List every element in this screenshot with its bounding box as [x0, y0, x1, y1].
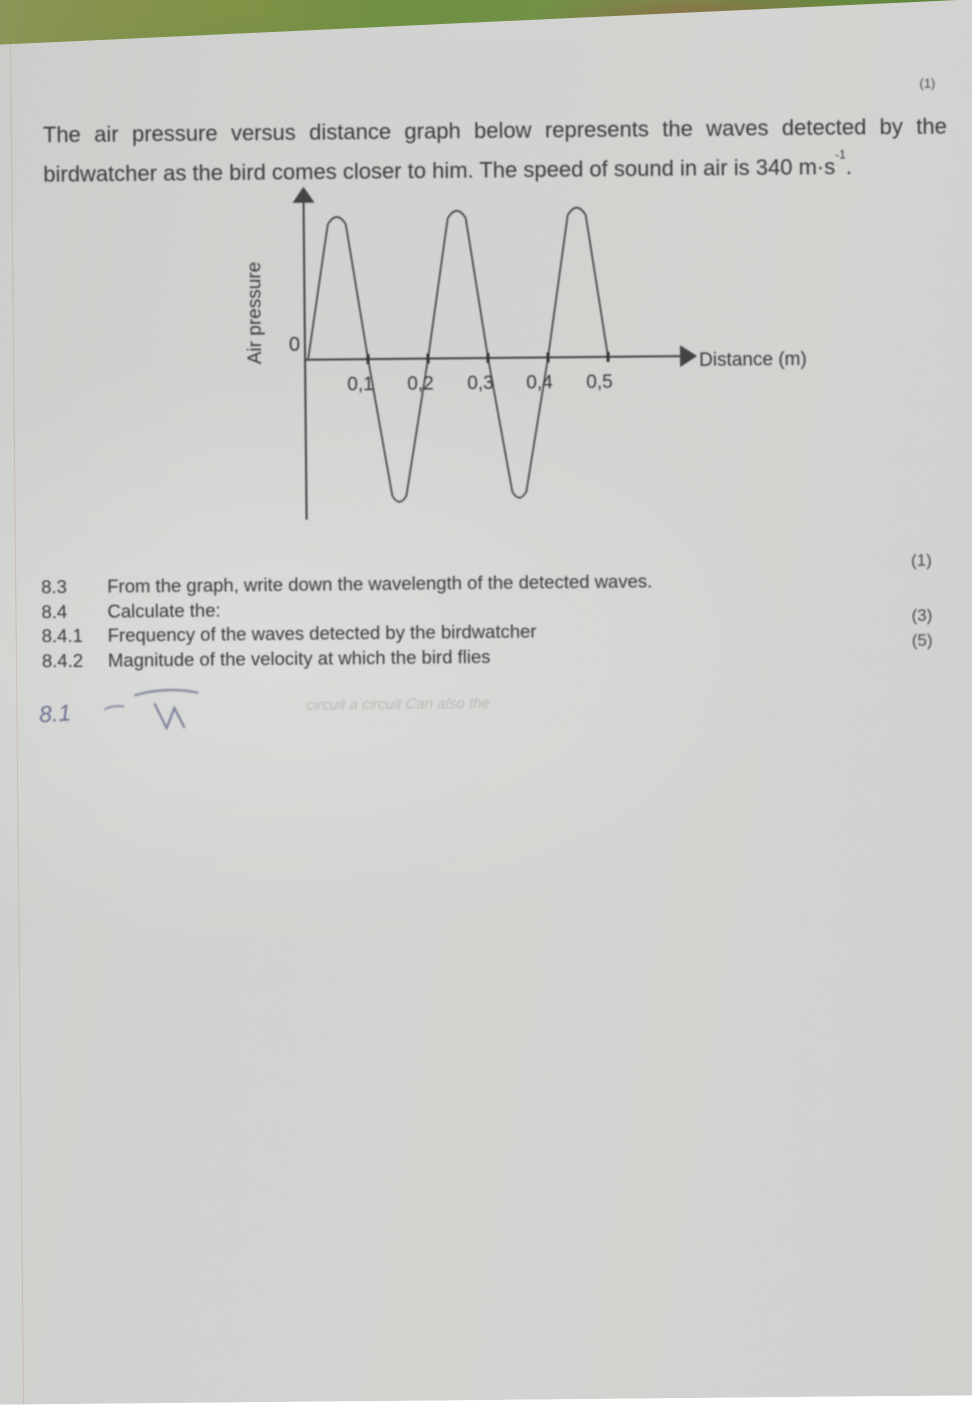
- svg-text:8.1: 8.1: [38, 699, 72, 727]
